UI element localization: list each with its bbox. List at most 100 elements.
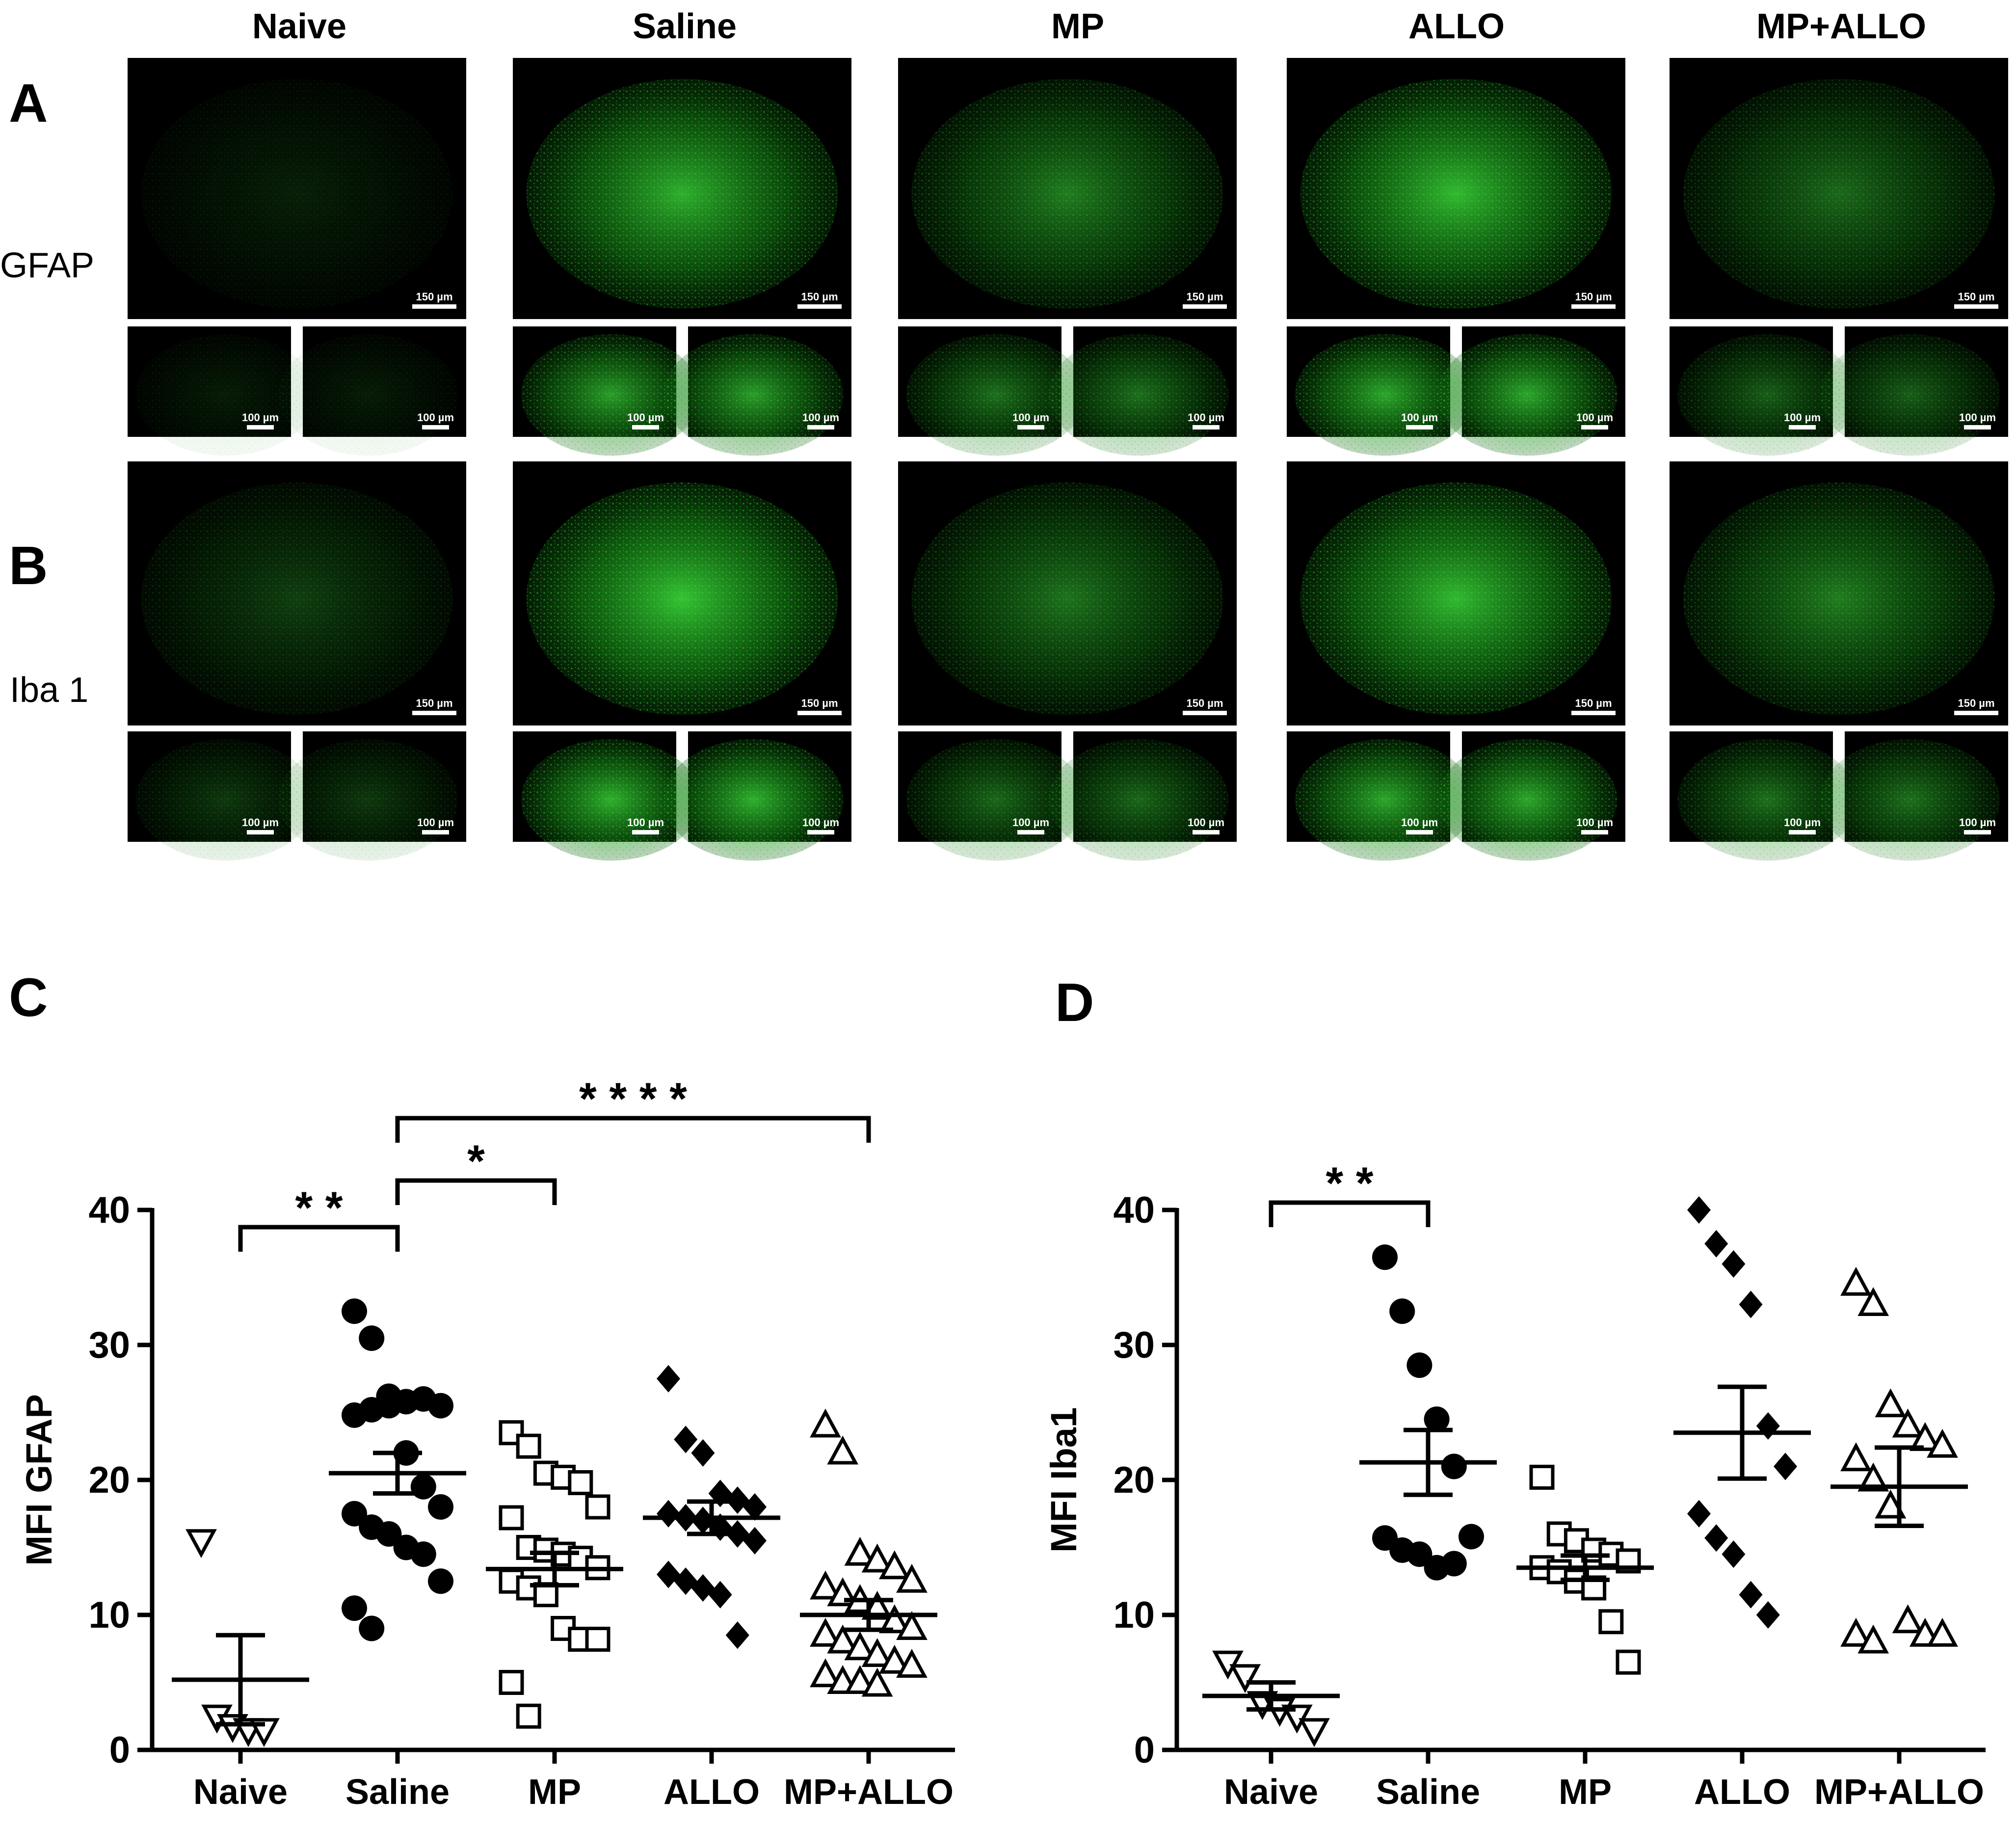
- data-point: [844, 1631, 876, 1661]
- data-point: [1840, 1266, 1872, 1296]
- chart-d-mfi-iba1: 0 10 20 30 40 Naive Saline MP ALLO MP+ALLO MFI Iba…: [1043, 1158, 1986, 1812]
- data-point: [1840, 1442, 1872, 1472]
- data-point: [1857, 1287, 1889, 1316]
- stain-speckle: [1683, 79, 1995, 309]
- scale-bar-large-label: 150 µm: [1186, 697, 1223, 709]
- data-point: [359, 1325, 385, 1351]
- x-tick-label: Saline: [345, 1772, 450, 1812]
- x-tick-label: Naive: [193, 1772, 288, 1812]
- significance-label: * * * *: [579, 1074, 687, 1124]
- scale-bar-large-bar: [412, 304, 456, 309]
- scale-bar-small-bar: [1406, 830, 1433, 834]
- data-point: [428, 1494, 453, 1520]
- x-tick-label: Naive: [1224, 1772, 1318, 1812]
- scale-bar-small-bar: [1406, 425, 1433, 430]
- data-point: [1704, 1230, 1728, 1258]
- panel-letter-c: C: [9, 967, 48, 1028]
- data-point: [410, 1541, 436, 1567]
- scale-bar-large-bar: [1571, 711, 1616, 715]
- data-point: [1406, 1541, 1432, 1567]
- x-tick-label: MP: [1559, 1772, 1612, 1812]
- data-point: [743, 1527, 767, 1555]
- scale-bar-large-label: 150 µm: [1575, 291, 1612, 303]
- x-tick-label: MP: [528, 1772, 581, 1812]
- data-point: [428, 1393, 453, 1419]
- data-point: [428, 1568, 453, 1594]
- scale-bar-small-bar: [422, 425, 449, 430]
- data-point: [1704, 1524, 1728, 1552]
- data-point: [861, 1543, 893, 1573]
- data-point: [342, 1595, 367, 1621]
- significance-label: * *: [1326, 1158, 1373, 1208]
- scale-bar-small-bar: [1789, 830, 1816, 834]
- data-point: [1529, 1465, 1555, 1490]
- stain-speckle: [1820, 739, 2000, 861]
- data-point: [861, 1667, 893, 1697]
- data-point: [1927, 1428, 1958, 1458]
- x-tick-label: MP+ALLO: [1814, 1772, 1984, 1812]
- column-header-mp: MP: [1051, 7, 1104, 46]
- scale-bar-small-bar: [1581, 830, 1608, 834]
- data-point: [691, 1439, 715, 1467]
- data-point: [1372, 1244, 1398, 1270]
- data-point: [878, 1550, 910, 1580]
- data-point: [810, 1408, 841, 1438]
- scale-bar-large-bar: [1954, 711, 1998, 715]
- data-point: [810, 1617, 841, 1647]
- data-point: [1687, 1196, 1711, 1224]
- data-point: [516, 1433, 541, 1459]
- scale-bar-small-label: 100 µm: [802, 816, 839, 829]
- stain-speckle: [1437, 739, 1618, 861]
- scale-bar-small-bar: [1789, 425, 1816, 430]
- scale-bar-small-label: 100 µm: [1576, 411, 1613, 424]
- data-point: [1459, 1524, 1484, 1550]
- data-point: [1722, 1250, 1746, 1278]
- micrograph-gfap-saline: 150 µm 100 µm 100 µm: [513, 58, 851, 456]
- data-point: [1616, 1649, 1641, 1675]
- data-point: [1857, 1462, 1889, 1492]
- scale-bar-large-bar: [1183, 711, 1227, 715]
- micrograph-iba1-allo: 150 µm 100 µm 100 µm: [1287, 461, 1625, 861]
- data-point: [861, 1590, 893, 1620]
- stain-speckle: [1049, 334, 1229, 456]
- micrograph-iba1-mp-allo: 150 µm 100 µm 100 µm: [1670, 461, 2008, 861]
- data-point: [186, 1529, 217, 1558]
- data-point: [342, 1298, 367, 1324]
- scale-bar-small-bar: [422, 830, 449, 834]
- stain-speckle: [526, 483, 838, 715]
- scale-bar-small-bar: [1017, 830, 1044, 834]
- column-header-mp-allo: MP+ALLO: [1756, 7, 1926, 46]
- data-point: [376, 1393, 402, 1419]
- data-point: [896, 1563, 928, 1593]
- scale-bar-small-bar: [632, 830, 659, 834]
- scale-bar-large-label: 150 µm: [1958, 291, 1994, 303]
- data-point: [376, 1521, 402, 1547]
- data-point: [1840, 1617, 1872, 1647]
- data-point: [516, 1703, 541, 1729]
- stain-speckle: [141, 483, 453, 715]
- stain-speckle: [911, 79, 1223, 309]
- data-point: [1774, 1452, 1797, 1480]
- scale-bar-small-bar: [1193, 830, 1220, 834]
- y-tick-label: 20: [88, 1459, 130, 1501]
- data-point: [844, 1536, 876, 1566]
- significance-label: * *: [295, 1183, 343, 1233]
- data-point: [499, 1420, 524, 1446]
- data-point: [725, 1621, 749, 1649]
- data-point: [896, 1649, 928, 1678]
- y-axis-title: MFI GFAP: [19, 1394, 59, 1565]
- stain-speckle: [1300, 483, 1612, 715]
- data-point: [810, 1570, 841, 1600]
- data-point: [1739, 1290, 1763, 1318]
- data-point: [1739, 1581, 1763, 1609]
- stain-speckle: [1300, 79, 1612, 309]
- scale-bar-large-label: 150 µm: [1575, 697, 1612, 709]
- scale-bar-small-label: 100 µm: [1012, 411, 1049, 424]
- data-point: [1722, 1540, 1746, 1568]
- data-point: [878, 1644, 910, 1674]
- row-label-iba1: Iba 1: [10, 671, 88, 710]
- scale-bar-large-bar: [1954, 304, 1998, 309]
- y-tick-label: 40: [1113, 1189, 1155, 1231]
- x-tick-label: ALLO: [1694, 1772, 1790, 1812]
- data-point: [359, 1615, 385, 1641]
